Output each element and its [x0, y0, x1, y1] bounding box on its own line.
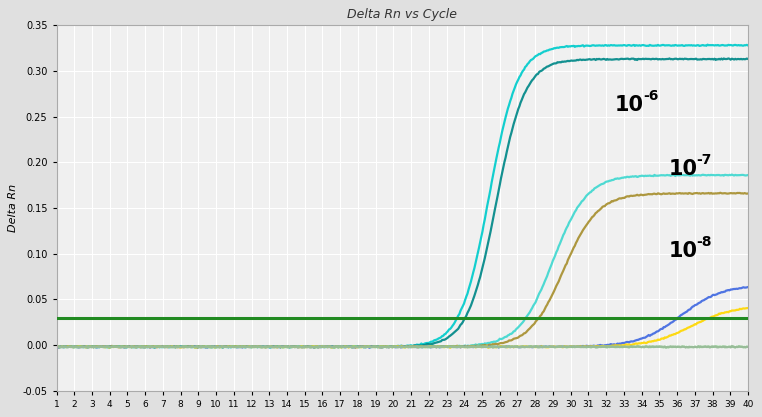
Text: -6: -6 — [643, 89, 659, 103]
Text: 10: 10 — [668, 241, 697, 261]
Y-axis label: Delta Rn: Delta Rn — [8, 184, 18, 232]
Text: 10: 10 — [668, 159, 697, 179]
Text: -8: -8 — [696, 235, 712, 249]
Title: Delta Rn vs Cycle: Delta Rn vs Cycle — [347, 8, 457, 21]
Text: 10: 10 — [615, 95, 644, 115]
Text: -7: -7 — [696, 153, 712, 167]
